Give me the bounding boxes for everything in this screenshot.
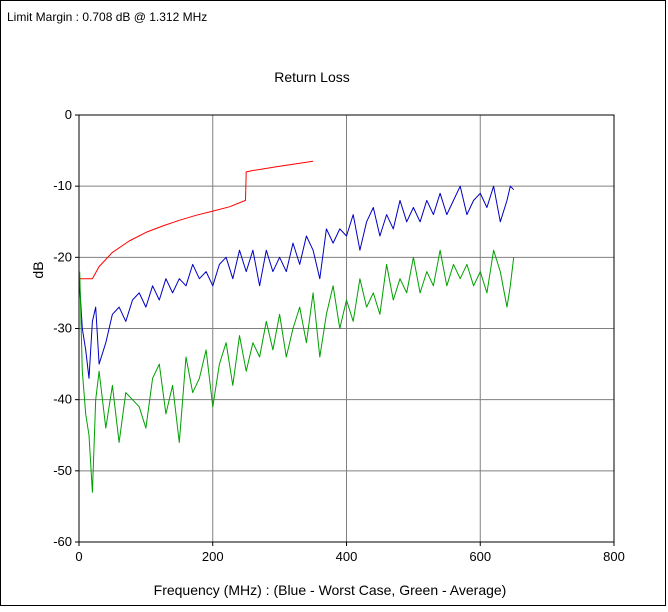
series-line-worst-case (79, 185, 515, 379)
x-tick-label: 400 (336, 549, 358, 564)
grid-lines (79, 115, 614, 542)
y-tick-label: -20 (53, 249, 72, 264)
y-tick-label: -10 (53, 178, 72, 193)
y-tick-label: 0 (65, 107, 72, 122)
x-tick-label: 800 (603, 549, 625, 564)
x-tick-label: 0 (75, 549, 82, 564)
limit-margin-label: Limit Margin : 0.708 dB @ 1.312 MHz (7, 10, 208, 24)
series-lines (79, 160, 515, 493)
y-tick-label: -60 (53, 534, 72, 549)
y-tick-label: -50 (53, 463, 72, 478)
x-axis-label: Frequency (MHz) : (Blue - Worst Case, Gr… (154, 582, 507, 598)
series-line-limit (79, 160, 314, 280)
y-axis-label: dB (30, 261, 46, 278)
chart-title: Return Loss (274, 69, 349, 85)
y-tick-label: -40 (53, 392, 72, 407)
x-tick-label: 600 (469, 549, 491, 564)
y-tick-label: -30 (53, 321, 72, 336)
series-line-average (79, 249, 515, 493)
axis-ticks: 0 200 400 600 800 0 -10 -20 -30 -40 -50 -60 (53, 107, 625, 564)
x-tick-label: 200 (202, 549, 224, 564)
